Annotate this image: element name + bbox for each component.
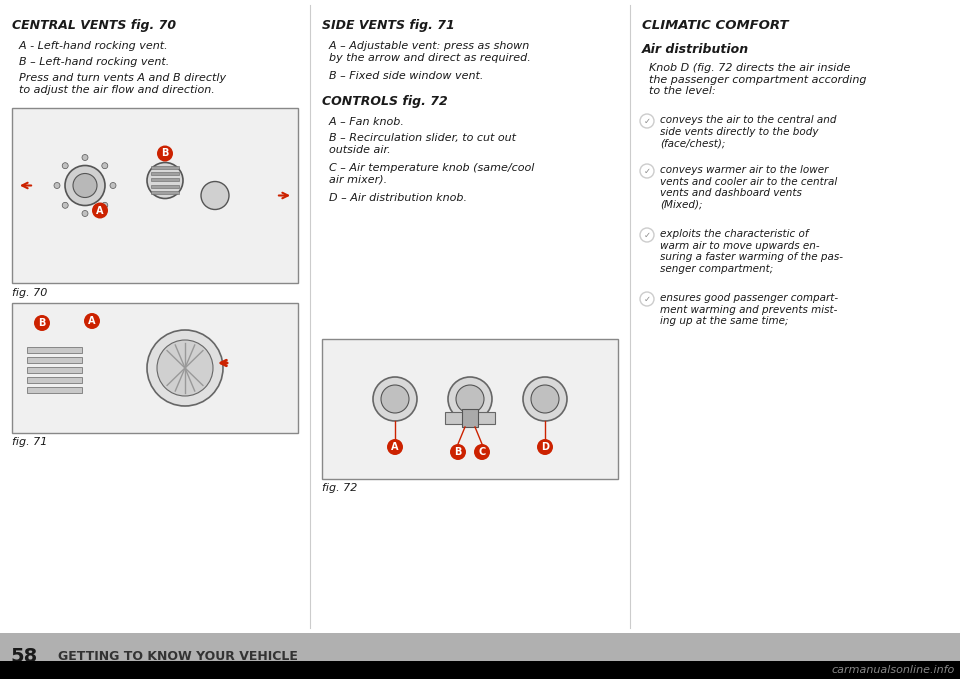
Circle shape [62,202,68,208]
Text: Press and turn vents A and B directly
  to adjust the air flow and direction.: Press and turn vents A and B directly to… [12,73,227,94]
Text: C – Air temperature knob (same/cool
  air mixer).: C – Air temperature knob (same/cool air … [322,163,535,185]
Text: B: B [454,447,462,457]
Text: CLIMATIC COMFORT: CLIMATIC COMFORT [642,19,788,32]
Bar [151,179,179,181]
Text: B – Left-hand rocking vent.: B – Left-hand rocking vent. [12,57,169,67]
Circle shape [54,183,60,189]
Text: A: A [88,316,96,326]
Circle shape [110,183,116,189]
Text: B – Recirculation slider, to cut out
  outside air.: B – Recirculation slider, to cut out out… [322,133,516,155]
Text: conveys the air to the central and
side vents directly to the body
(face/chest);: conveys the air to the central and side … [660,115,836,148]
Bar [27,387,82,393]
Text: C: C [478,447,486,457]
Bar [151,191,179,194]
Text: CONTROLS fig. 72: CONTROLS fig. 72 [322,95,447,108]
Bar [0,661,960,679]
Circle shape [448,377,492,421]
Text: carmanualsonline.info: carmanualsonline.info [831,665,955,675]
Text: ✓: ✓ [643,166,651,175]
Text: ✓: ✓ [643,295,651,304]
Text: A: A [392,442,398,452]
Circle shape [537,439,553,455]
Circle shape [474,444,490,460]
Circle shape [34,315,50,331]
Circle shape [157,145,173,162]
Text: A: A [96,206,104,215]
Circle shape [157,340,213,396]
Circle shape [531,385,559,413]
Bar [462,409,478,427]
Circle shape [82,210,88,217]
Circle shape [523,377,567,421]
Circle shape [84,313,100,329]
Text: Air distribution: Air distribution [642,43,749,56]
Circle shape [92,202,108,219]
Bar [151,172,179,175]
Text: GETTING TO KNOW YOUR VEHICLE: GETTING TO KNOW YOUR VEHICLE [58,650,298,663]
Text: SIDE VENTS fig. 71: SIDE VENTS fig. 71 [322,19,455,32]
Circle shape [373,377,417,421]
Bar [27,367,82,373]
Circle shape [102,202,108,208]
Circle shape [62,163,68,168]
Text: D – Air distribution knob.: D – Air distribution knob. [322,193,467,203]
Text: B – Fixed side window vent.: B – Fixed side window vent. [322,71,484,81]
Circle shape [456,385,484,413]
Circle shape [147,162,183,198]
Bar [12,303,298,433]
Text: ✓: ✓ [643,117,651,126]
Text: exploits the characteristic of
warm air to move upwards en-
suring a faster warm: exploits the characteristic of warm air … [660,229,843,274]
Text: A - Left-hand rocking vent.: A - Left-hand rocking vent. [12,41,168,51]
Text: B: B [161,149,169,158]
Text: D: D [541,442,549,452]
Circle shape [82,155,88,160]
Circle shape [102,163,108,168]
Text: B: B [38,318,46,328]
Circle shape [387,439,403,455]
Text: ✓: ✓ [643,230,651,240]
Bar [12,108,298,283]
Text: fig. 72: fig. 72 [322,483,357,493]
Bar [0,633,960,679]
Bar [151,166,179,169]
Text: A – Adjustable vent: press as shown
  by the arrow and direct as required.: A – Adjustable vent: press as shown by t… [322,41,531,62]
Text: fig. 70: fig. 70 [12,288,47,298]
Circle shape [450,444,466,460]
Text: CENTRAL VENTS fig. 70: CENTRAL VENTS fig. 70 [12,19,176,32]
Bar [27,377,82,383]
Circle shape [65,166,105,206]
Bar [27,347,82,353]
Bar [322,339,618,479]
Circle shape [201,181,229,210]
Circle shape [147,330,223,406]
Text: conveys warmer air to the lower
vents and cooler air to the central
vents and da: conveys warmer air to the lower vents an… [660,165,837,210]
Text: ensures good passenger compart-
ment warming and prevents mist-
ing up at the sa: ensures good passenger compart- ment war… [660,293,838,326]
Text: A – Fan knob.: A – Fan knob. [322,117,404,127]
Text: fig. 71: fig. 71 [12,437,47,447]
Bar [151,185,179,187]
Circle shape [381,385,409,413]
Bar [445,412,495,424]
Bar [27,357,82,363]
Text: Knob D (fig. 72 directs the air inside
  the passenger compartment according
  t: Knob D (fig. 72 directs the air inside t… [642,63,867,96]
Circle shape [73,174,97,198]
Text: 58: 58 [10,646,37,665]
